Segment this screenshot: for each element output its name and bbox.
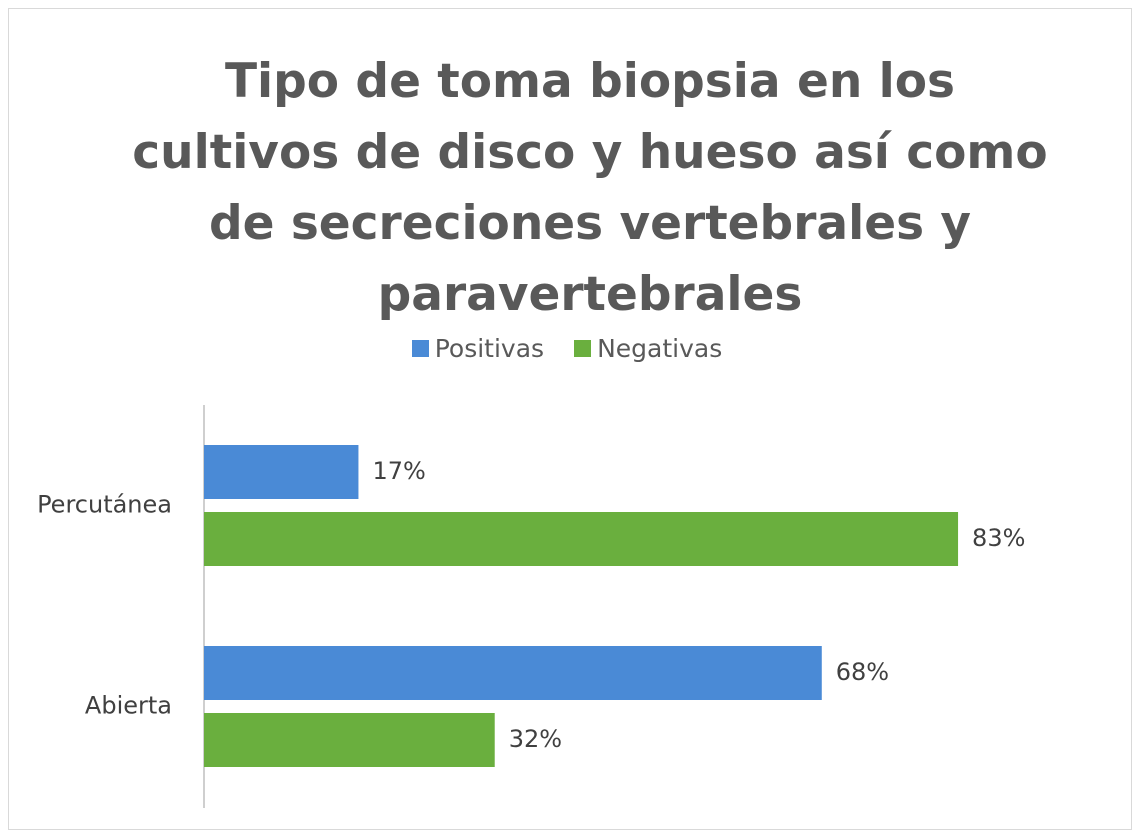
value-label: 68% [836, 658, 889, 686]
legend: Positivas Negativas [0, 334, 1134, 363]
value-label: 83% [972, 524, 1025, 552]
legend-label: Negativas [597, 334, 723, 363]
value-label: 32% [509, 725, 562, 753]
legend-swatch [411, 340, 429, 357]
chart-frame [8, 8, 1132, 830]
bar [204, 646, 822, 700]
bar [204, 512, 959, 566]
category-label: Percutánea [37, 491, 172, 519]
category-label: Abierta [85, 692, 172, 720]
legend-label: Positivas [434, 334, 545, 363]
value-label: 17% [372, 457, 425, 485]
legend-swatch [574, 340, 592, 357]
bar [204, 713, 495, 767]
chart-title: Tipo de toma biopsia en los cultivos de … [132, 54, 1048, 322]
legend-item: Negativas [574, 334, 722, 363]
bar [204, 445, 359, 499]
legend-item: Positivas [411, 334, 545, 363]
